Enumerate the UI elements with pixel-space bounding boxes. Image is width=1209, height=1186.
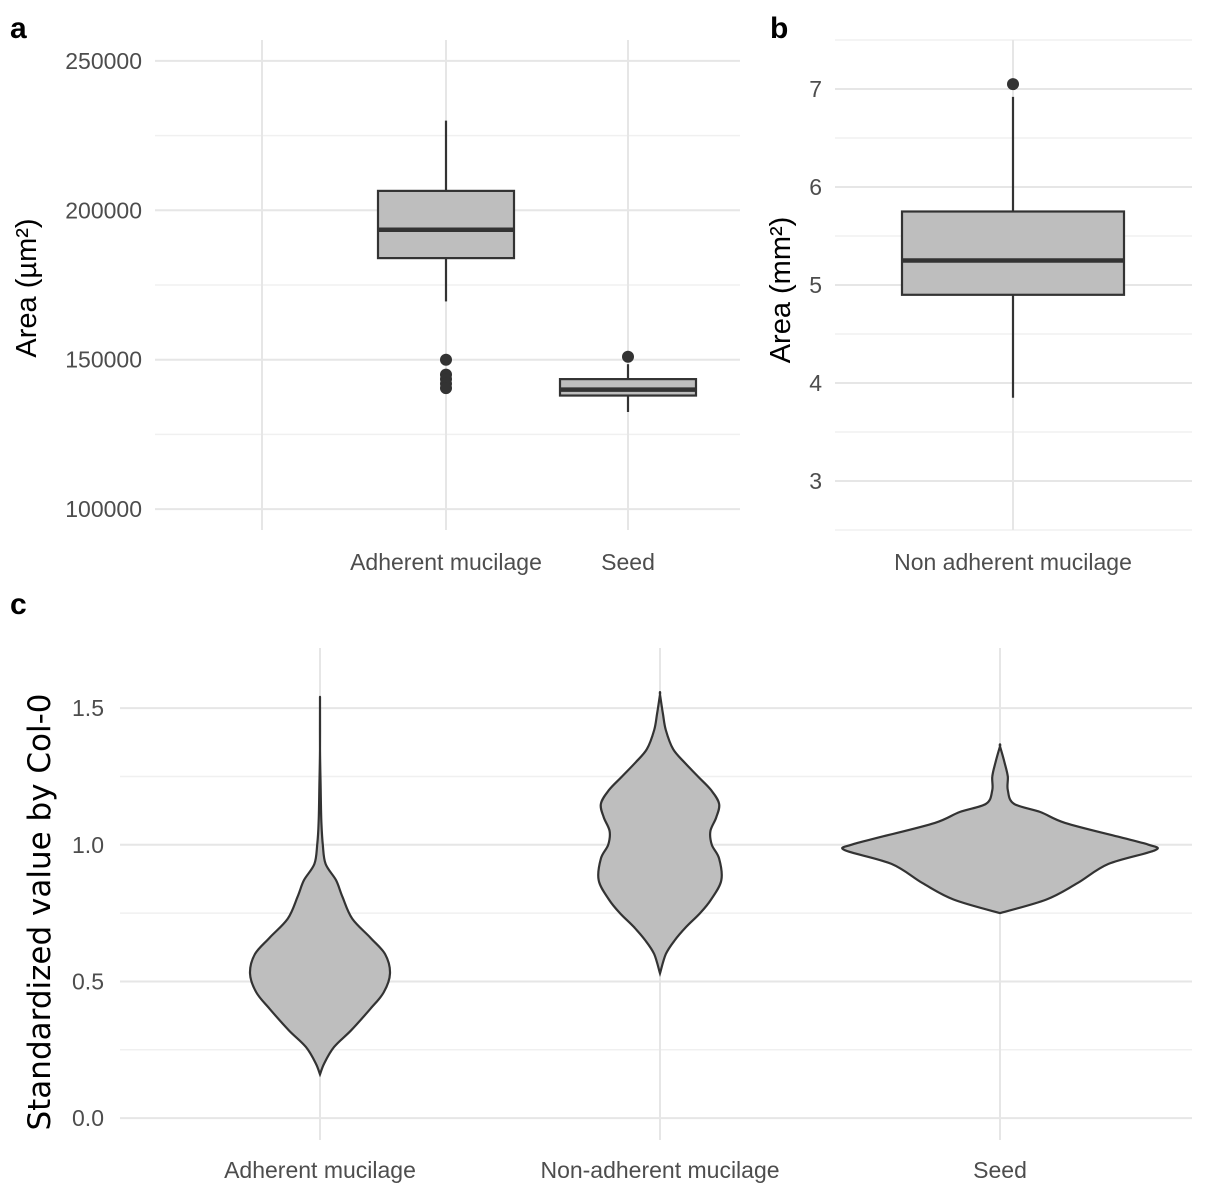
outlier-point	[622, 350, 634, 363]
panel-a-y-ticks: 100000 150000 200000 250000	[65, 48, 142, 522]
x-tick-label: Seed	[973, 1157, 1027, 1183]
panel-b-y-axis-label: Area (mm²)	[765, 217, 797, 364]
violin-shape	[841, 743, 1159, 915]
y-tick-label: 5	[809, 272, 822, 298]
x-tick-label: Seed	[601, 549, 655, 575]
y-tick-label: 3	[809, 468, 822, 494]
panel-c: 0.0 0.5 1.0 1.5 Adherent mucilage Non-adhere…	[10, 588, 1192, 1183]
x-tick-label: Non adherent mucilage	[894, 549, 1132, 575]
box-plot	[900, 78, 1126, 398]
box-plot	[376, 120, 516, 395]
violin-shape	[248, 695, 392, 1078]
panel-c-letter: c	[10, 588, 27, 621]
y-tick-label: 250000	[65, 48, 142, 74]
y-tick-label: 7	[809, 76, 822, 102]
box	[900, 210, 1126, 296]
panel-a-y-axis-label: Area (µm²)	[11, 218, 43, 357]
y-tick-label: 0.0	[72, 1105, 104, 1131]
y-tick-label: 200000	[65, 197, 142, 223]
outlier-point	[1007, 78, 1019, 91]
panel-c-x-ticks: Adherent mucilage Non-adherent mucilage Se…	[224, 1157, 1027, 1183]
y-tick-label: 100000	[65, 496, 142, 522]
outlier-point	[440, 382, 452, 395]
panel-b: 3 4 5 6 7 Non adherent mucilage b Area (mm²)	[765, 12, 1192, 575]
panel-b-y-ticks: 3 4 5 6 7	[809, 76, 822, 494]
outlier-point	[440, 353, 452, 366]
panel-b-x-ticks: Non adherent mucilage	[894, 549, 1132, 575]
panel-a-x-ticks: Adherent mucilage Seed	[350, 549, 655, 575]
x-tick-label: Adherent mucilage	[350, 549, 542, 575]
box	[376, 189, 516, 260]
panel-c-y-ticks: 0.0 0.5 1.0 1.5	[72, 695, 104, 1131]
x-tick-label: Adherent mucilage	[224, 1157, 416, 1183]
y-tick-label: 0.5	[72, 968, 104, 994]
panel-c-y-axis-label: Standardized value by Col-0	[22, 693, 58, 1130]
panel-a: 100000 150000 200000 250000 Adherent mucila…	[10, 12, 740, 575]
panel-b-boxes	[900, 78, 1126, 398]
panel-b-letter: b	[770, 12, 788, 45]
y-tick-label: 150000	[65, 347, 142, 373]
panel-a-boxes	[376, 120, 698, 412]
x-tick-label: Non-adherent mucilage	[540, 1157, 779, 1183]
y-tick-label: 1.0	[72, 832, 104, 858]
y-tick-label: 4	[809, 370, 822, 396]
y-tick-label: 6	[809, 174, 822, 200]
panel-c-violins	[248, 690, 1159, 1078]
violin-shape	[597, 690, 723, 977]
y-tick-label: 1.5	[72, 695, 104, 721]
panel-a-letter: a	[10, 12, 27, 45]
box-plot	[558, 350, 698, 412]
